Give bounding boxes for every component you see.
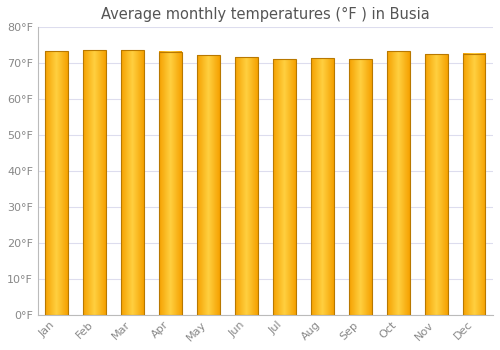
Bar bbox=[349, 59, 372, 315]
Bar bbox=[197, 55, 220, 315]
Bar bbox=[122, 50, 144, 315]
Bar bbox=[311, 58, 334, 315]
Bar bbox=[387, 51, 409, 315]
Bar bbox=[273, 59, 296, 315]
Bar bbox=[425, 54, 448, 315]
Title: Average monthly temperatures (°F ) in Busia: Average monthly temperatures (°F ) in Bu… bbox=[101, 7, 430, 22]
Bar bbox=[235, 57, 258, 315]
Bar bbox=[84, 50, 106, 315]
Bar bbox=[159, 52, 182, 315]
Bar bbox=[462, 54, 485, 315]
Bar bbox=[46, 51, 68, 315]
